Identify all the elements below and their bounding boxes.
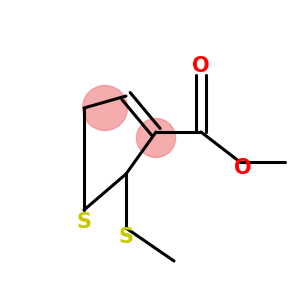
Text: O: O bbox=[234, 158, 252, 178]
Text: S: S bbox=[118, 227, 134, 247]
Text: O: O bbox=[192, 56, 210, 76]
Circle shape bbox=[82, 85, 128, 130]
Text: S: S bbox=[76, 212, 92, 232]
Circle shape bbox=[136, 118, 176, 158]
